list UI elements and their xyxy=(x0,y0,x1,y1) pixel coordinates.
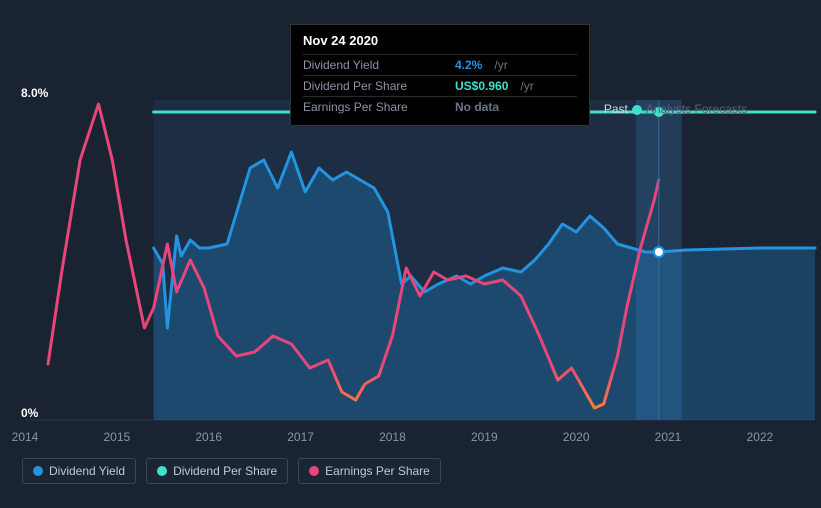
legend-item[interactable]: Earnings Per Share xyxy=(298,458,441,484)
legend-label: Earnings Per Share xyxy=(325,464,430,478)
tooltip-row-suffix: /yr xyxy=(494,58,507,72)
x-tick-label: 2017 xyxy=(287,430,314,444)
legend-swatch xyxy=(157,466,167,476)
x-tick-label: 2021 xyxy=(655,430,682,444)
legend-label: Dividend Per Share xyxy=(173,464,277,478)
x-tick-label: 2015 xyxy=(104,430,131,444)
chart-container: PastAnalysts Forecasts 20142015201620172… xyxy=(0,0,821,508)
tooltip-title: Nov 24 2020 xyxy=(303,33,577,48)
legend-label: Dividend Yield xyxy=(49,464,125,478)
tooltip-row: Dividend Yield 4.2% /yr xyxy=(303,54,577,75)
tooltip-row-value: 4.2% xyxy=(455,58,482,72)
tooltip-row-value: No data xyxy=(455,100,499,114)
y-axis-label: 8.0% xyxy=(21,86,48,100)
legend-swatch xyxy=(309,466,319,476)
x-tick-label: 2014 xyxy=(12,430,39,444)
legend-item[interactable]: Dividend Per Share xyxy=(146,458,288,484)
x-tick-label: 2016 xyxy=(195,430,222,444)
tooltip-row: Earnings Per Share No data xyxy=(303,96,577,117)
x-tick-label: 2018 xyxy=(379,430,406,444)
tooltip-row-label: Dividend Per Share xyxy=(303,79,443,93)
x-axis: 2014 2015 2016 2017 2018 2019 2020 2021 2022 xyxy=(0,430,821,446)
tooltip: Nov 24 2020 Dividend Yield4.2%/yrDividen… xyxy=(290,24,590,126)
tooltip-row: Dividend Per Share US$0.960/yr xyxy=(303,75,577,96)
x-tick-label: 2019 xyxy=(471,430,498,444)
x-tick-label: 2020 xyxy=(563,430,590,444)
y-axis-label: 0% xyxy=(21,406,38,420)
legend-item[interactable]: Dividend Yield xyxy=(22,458,136,484)
tooltip-row-label: Earnings Per Share xyxy=(303,100,443,114)
tooltip-row-value: US$0.960 xyxy=(455,79,508,93)
legend-swatch xyxy=(33,466,43,476)
tooltip-row-suffix: /yr xyxy=(520,79,533,93)
legend: Dividend Yield Dividend Per Share Earnings… xyxy=(22,458,441,484)
x-tick-label: 2022 xyxy=(747,430,774,444)
tooltip-row-label: Dividend Yield xyxy=(303,58,443,72)
